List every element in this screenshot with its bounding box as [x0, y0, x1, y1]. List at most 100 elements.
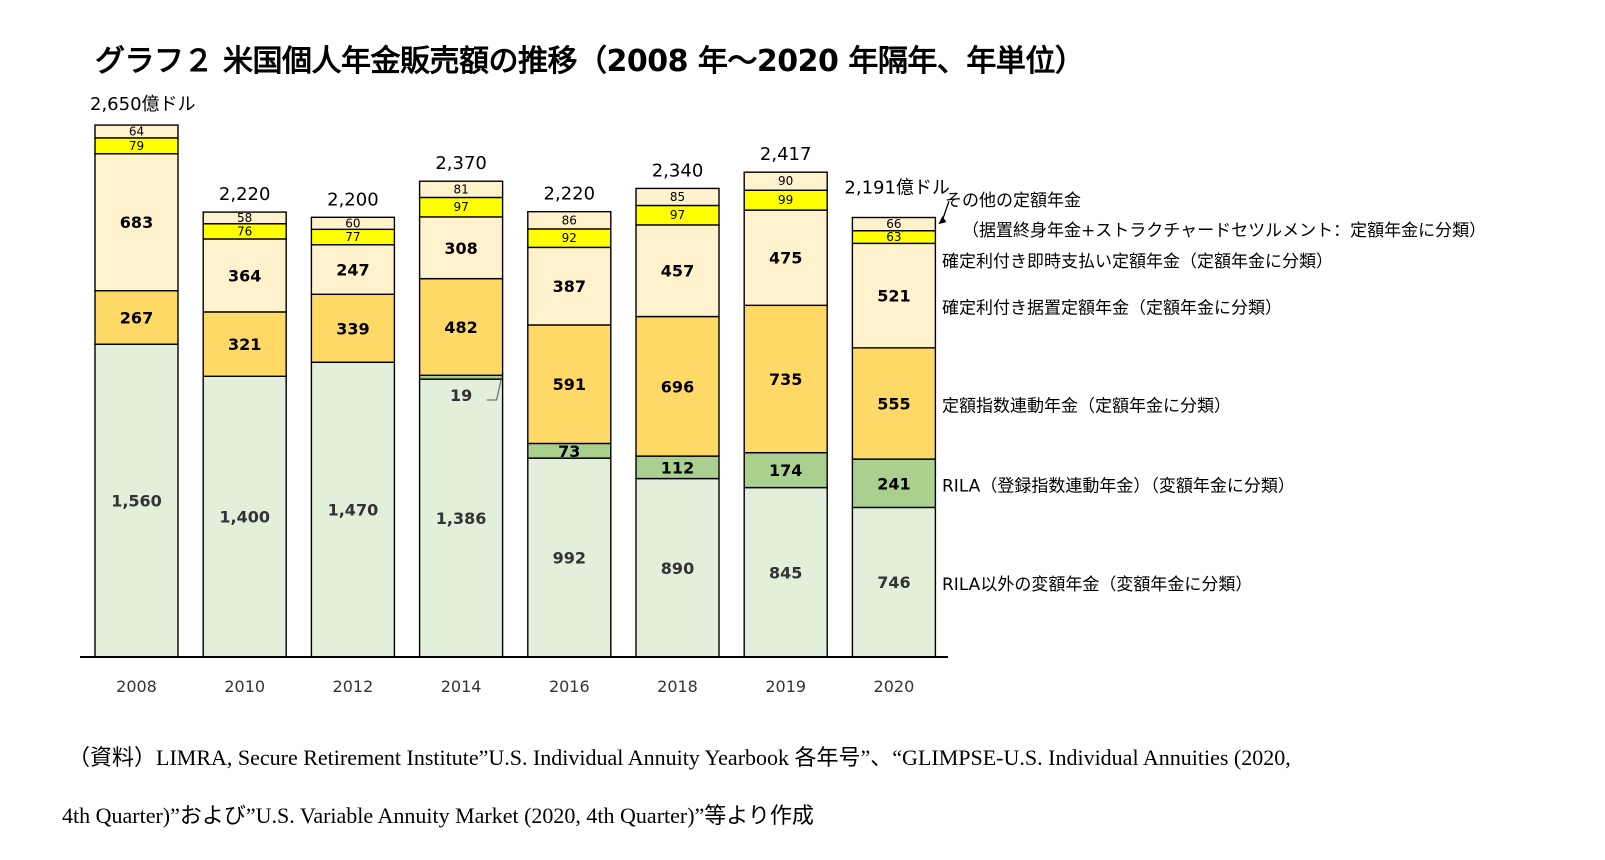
bar-segment-2014-series-1	[418, 378, 504, 658]
data-label-2019-series-1: 845	[769, 563, 802, 582]
total-label-2016: 2,220	[544, 184, 596, 205]
data-label-2012-series-1: 1,470	[328, 501, 379, 520]
bar-segment-2019-series-1	[743, 486, 828, 658]
source-note-line-2: 4th Quarter)”および”U.S. Variable Annuity M…	[62, 803, 814, 828]
chart-title: グラフ２ 米国個人年金販売額の推移（2008 年～2020 年隔年、年単位）	[95, 44, 1085, 79]
total-label-2020: 2,191億ドル	[844, 178, 950, 199]
source-note-line-1: （資料）LIMRA, Secure Retirement Institute”U…	[68, 745, 1291, 770]
data-label-2010-series-1: 1,400	[219, 508, 270, 527]
data-label-2020-series-4: 521	[877, 287, 910, 306]
bar-segment-2020-series-3	[851, 347, 937, 460]
x-tick-2019: 2019	[765, 677, 806, 696]
data-label-2018-series-1: 890	[661, 559, 694, 578]
bar-segment-2018-series-6	[635, 187, 720, 207]
total-label-2019: 2,417	[760, 144, 812, 165]
bar-segment-2020-series-6	[851, 216, 937, 232]
data-label-2019-series-4: 475	[769, 249, 802, 268]
bar-segment-2012-series-1	[310, 361, 396, 658]
data-label-2012-series-5: 77	[345, 230, 360, 244]
data-label-2008-series-6: 64	[129, 124, 144, 138]
total-label-2014: 2,370	[435, 153, 487, 174]
x-tick-2010: 2010	[224, 677, 265, 696]
bar-segment-2008-series-1	[94, 343, 179, 658]
x-tick-2018: 2018	[657, 677, 698, 696]
legend-label-series-2: RILA（登録指数連動年金）（変額年金に分類）	[942, 476, 1295, 496]
data-label-2010-series-4: 364	[228, 266, 261, 285]
x-tick-2008: 2008	[116, 677, 157, 696]
data-label-2016-series-1: 992	[553, 549, 586, 568]
legend-arrow-line	[941, 200, 950, 221]
legend-label-series-6: その他の定額年金	[945, 191, 1081, 211]
data-label-2020-series-2: 241	[877, 474, 910, 493]
data-label-2018-series-5: 97	[670, 208, 685, 222]
legend-label-series-5: 確定利付き即時支払い定額年金（定額年金に分類）	[942, 252, 1333, 272]
data-label-2020-series-3: 555	[877, 394, 910, 413]
bar-segment-2019-series-3	[743, 304, 828, 454]
data-label-2010-series-3: 321	[228, 335, 261, 354]
data-label-2010-series-6: 58	[237, 211, 252, 225]
bar-segment-2012-series-3	[310, 293, 396, 363]
data-label-2020-series-1: 746	[877, 573, 910, 592]
data-label-2012-series-3: 339	[336, 319, 369, 338]
data-label-2014-series-3: 482	[444, 318, 477, 337]
bar-segment-2014-series-6	[418, 180, 504, 199]
data-label-2020-series-5: 63	[886, 230, 901, 244]
bar-segment-2019-series-6	[743, 171, 828, 191]
bar-segment-2008-series-6	[94, 124, 179, 139]
bar-segment-2010-series-6	[202, 211, 287, 225]
x-tick-2012: 2012	[333, 677, 374, 696]
legend-arrow-head	[938, 216, 947, 225]
x-tick-2016: 2016	[549, 677, 590, 696]
bar-segment-2016-series-6	[527, 210, 612, 230]
data-label-2019-series-2: 174	[769, 461, 802, 480]
bar-segment-2018-series-1	[635, 477, 720, 658]
bar-segment-2016-series-3	[527, 324, 612, 445]
data-label-2014-series-5: 97	[453, 200, 468, 214]
data-label-2012-series-6: 60	[345, 216, 360, 230]
x-tick-2020: 2020	[874, 677, 915, 696]
data-label-2018-series-3: 696	[661, 377, 694, 396]
data-label-2020-series-6: 66	[886, 217, 901, 231]
legend-label-series-3: 定額指数連動年金（定額年金に分類）	[942, 396, 1231, 416]
data-label-2019-series-3: 735	[769, 370, 802, 389]
legend-label-series-4: 確定利付き据置定額年金（定額年金に分類）	[942, 299, 1282, 319]
data-label-2008-series-1: 1,560	[111, 492, 162, 511]
legend-label-series-1: RILA以外の変額年金（変額年金に分類）	[942, 575, 1252, 595]
bar-segment-2014-series-3	[418, 277, 504, 376]
bar-segment-2018-series-4	[635, 224, 720, 318]
x-tick-2014: 2014	[441, 677, 482, 696]
data-label-2018-series-6: 85	[670, 190, 685, 204]
data-label-2014-series-2: 19	[450, 386, 472, 405]
bar-segment-2010-series-4	[202, 238, 287, 313]
bar-segment-2008-series-4	[94, 153, 179, 292]
data-label-2016-series-4: 387	[553, 277, 586, 296]
data-label-2019-series-6: 90	[778, 174, 793, 188]
data-label-2016-series-3: 591	[553, 375, 586, 394]
bar-segment-2014-series-4	[418, 216, 504, 280]
data-label-2018-series-2: 112	[661, 458, 694, 477]
data-label-2012-series-4: 247	[336, 261, 369, 280]
total-label-2010: 2,220	[219, 184, 271, 205]
data-label-2016-series-5: 92	[562, 231, 577, 245]
data-label-2010-series-5: 76	[237, 224, 252, 238]
bar-segment-2012-series-6	[310, 216, 396, 231]
data-label-2008-series-5: 79	[129, 139, 144, 153]
data-label-2018-series-4: 457	[661, 262, 694, 281]
data-label-2014-series-1: 1,386	[436, 509, 487, 528]
legend-note: （据置終身年金+ストラクチャードセツルメント：定額年金に分類）	[962, 221, 1486, 241]
bar-segment-2020-series-2	[851, 458, 937, 509]
data-label-2014-series-6: 81	[453, 182, 468, 196]
data-label-2019-series-5: 99	[778, 193, 793, 207]
total-label-2012: 2,200	[327, 189, 379, 210]
bar-segment-2018-series-3	[635, 315, 720, 457]
data-label-2008-series-4: 683	[120, 213, 153, 232]
total-label-2018: 2,340	[652, 160, 704, 181]
data-label-2008-series-3: 267	[120, 308, 153, 327]
data-label-2014-series-4: 308	[444, 239, 477, 258]
callout-line-2014-rila	[486, 377, 503, 401]
total-label-2008: 2,650億ドル	[90, 94, 196, 115]
data-label-2016-series-6: 86	[562, 213, 577, 227]
bar-segment-2020-series-1	[851, 506, 937, 658]
bar-segment-2020-series-4	[851, 242, 937, 349]
